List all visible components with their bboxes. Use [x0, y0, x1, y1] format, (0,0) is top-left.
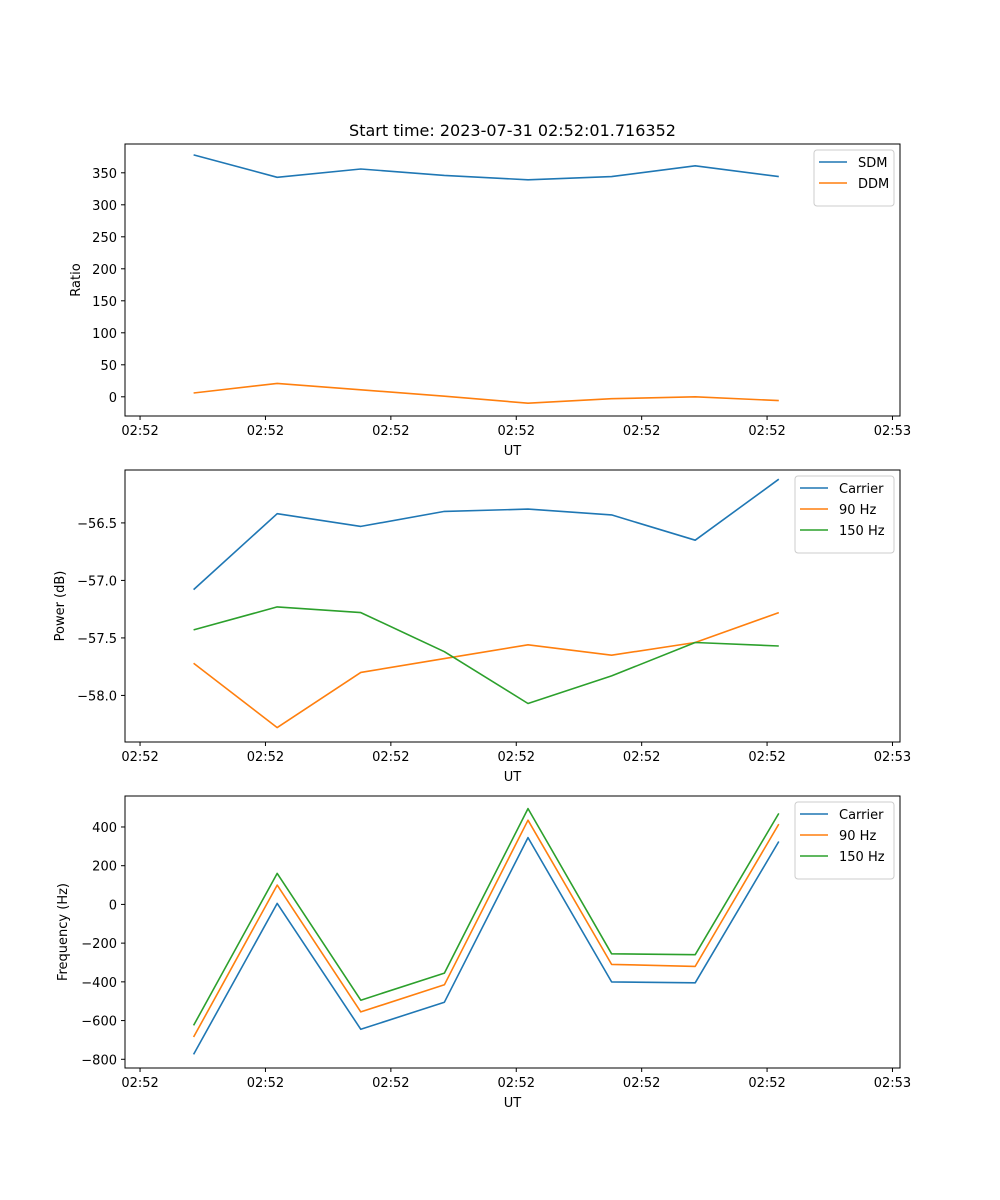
x-tick-label: 02:52: [372, 750, 409, 765]
x-tick-label: 02:52: [623, 1076, 660, 1091]
x-tick-label: 02:52: [372, 1076, 409, 1091]
plot-area-frame: [124, 795, 901, 1069]
y-tick-label: 300: [92, 199, 117, 214]
series-line-150-hz: [192, 807, 780, 1026]
x-tick-label: 02:52: [372, 424, 409, 439]
series-line-150-hz: [193, 606, 779, 705]
x-tick-label: 02:52: [498, 750, 535, 765]
x-tick-label: 02:53: [874, 1076, 911, 1091]
legend-label: Carrier: [839, 808, 884, 823]
series-line-carrier: [192, 836, 780, 1055]
x-tick-label: 02:52: [748, 750, 785, 765]
chart-panel-2: 02:52 02:52 02:52 02:52 02:52 02:52 02:53 −58.0…: [53, 469, 911, 785]
y-tick-label: 0: [109, 898, 117, 913]
series-line-90-hz: [193, 611, 780, 729]
legend-label: 90 Hz: [839, 503, 876, 518]
x-tick-label: 02:52: [121, 424, 158, 439]
y-axis-label: Power (dB): [53, 571, 68, 642]
y-tick-label: 400: [92, 821, 117, 836]
legend: Carrier 90 Hz 150 Hz: [794, 801, 895, 880]
x-axis-label: UT: [504, 444, 522, 459]
y-tick-label: 250: [92, 231, 117, 246]
series-line-90-hz: [192, 819, 780, 1038]
legend-label: DDM: [858, 177, 889, 192]
x-tick-label: 02:52: [247, 424, 284, 439]
chart-panel-3: 02:52 02:52 02:52 02:52 02:52 02:52 02:53 −800 −…: [56, 795, 911, 1111]
y-tick-label: −56.5: [77, 517, 117, 532]
chart-panel-1: Start time: 2023-07-31 02:52:01.71635202…: [69, 121, 911, 459]
y-tick-label: 100: [92, 327, 117, 342]
legend-box: [794, 801, 895, 880]
plot-area-frame: [124, 469, 901, 743]
legend-box: [813, 149, 895, 207]
legend: SDM DDM: [813, 149, 895, 207]
legend-label: SDM: [858, 156, 887, 171]
y-tick-label: −57.0: [77, 574, 117, 589]
y-tick-label: 200: [92, 860, 117, 875]
x-tick-label: 02:52: [498, 424, 535, 439]
legend-label: 150 Hz: [839, 524, 885, 539]
y-tick-label: −800: [81, 1053, 117, 1068]
x-tick-label: 02:52: [748, 424, 785, 439]
x-axis-label: UT: [504, 1096, 522, 1111]
plot-area-frame: [124, 143, 901, 417]
legend: Carrier 90 Hz 150 Hz: [794, 475, 895, 554]
x-tick-label: 02:52: [748, 1076, 785, 1091]
x-tick-label: 02:52: [623, 750, 660, 765]
series-line-ddm: [193, 382, 779, 405]
chart-title: Start time: 2023-07-31 02:52:01.716352: [349, 121, 676, 140]
x-tick-label: 02:52: [121, 1076, 158, 1091]
y-tick-label: 0: [109, 391, 117, 406]
legend-label: 150 Hz: [839, 850, 885, 865]
y-tick-label: −57.5: [77, 632, 117, 647]
charts: Start time: 2023-07-31 02:52:01.71635202…: [53, 121, 911, 1111]
y-axis-label: Ratio: [69, 263, 84, 296]
x-tick-label: 02:52: [121, 750, 158, 765]
x-tick-label: 02:52: [498, 1076, 535, 1091]
series-line-carrier: [193, 478, 780, 591]
x-tick-label: 02:52: [623, 424, 660, 439]
legend-label: 90 Hz: [839, 829, 876, 844]
y-tick-label: 50: [100, 359, 117, 374]
legend-box: [794, 475, 895, 554]
y-tick-label: −400: [81, 976, 117, 991]
y-tick-label: 150: [92, 295, 117, 310]
legend-label: Carrier: [839, 482, 884, 497]
series-line-sdm: [193, 154, 779, 181]
y-tick-label: 200: [92, 263, 117, 278]
x-tick-label: 02:52: [247, 750, 284, 765]
y-tick-label: 350: [92, 167, 117, 182]
y-tick-label: −58.0: [77, 689, 117, 704]
y-tick-label: −600: [81, 1015, 117, 1030]
x-tick-label: 02:52: [247, 1076, 284, 1091]
x-tick-label: 02:53: [874, 750, 911, 765]
y-axis-label: Frequency (Hz): [56, 883, 71, 981]
x-tick-label: 02:53: [874, 424, 911, 439]
x-axis-label: UT: [504, 770, 522, 785]
y-tick-label: −200: [81, 937, 117, 952]
